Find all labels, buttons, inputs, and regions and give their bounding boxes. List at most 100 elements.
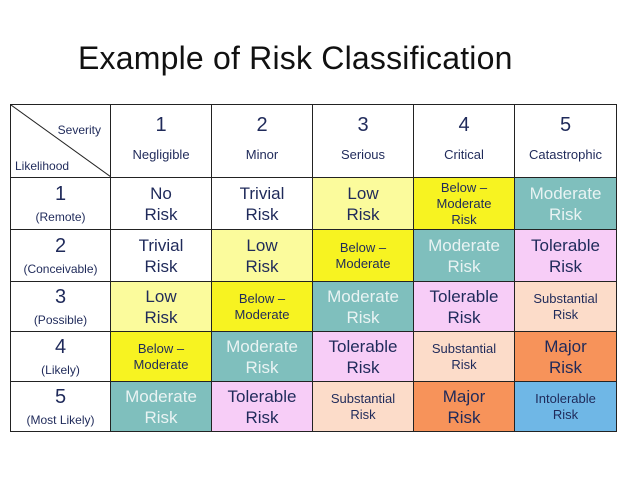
risk-label-line: Below – <box>440 179 488 195</box>
column-number: 3 <box>357 114 369 136</box>
risk-cell: Low Risk <box>312 177 414 230</box>
row-name: (Most Likely) <box>26 413 95 427</box>
risk-cell: Tolerable Risk <box>514 229 617 282</box>
risk-cell: Substantial Risk <box>514 281 617 332</box>
risk-cell: Moderate Risk <box>312 281 414 332</box>
risk-cell: Major Risk <box>413 381 515 432</box>
column-name: Serious <box>340 147 386 162</box>
risk-label-line: Moderate <box>327 286 399 306</box>
risk-cell: Below – Moderate <box>211 281 313 332</box>
column-number: 5 <box>559 114 572 136</box>
risk-label-line: Low <box>246 235 278 255</box>
risk-label-line: Moderate <box>529 183 602 203</box>
table-row: 4 (Likely) Below – Moderate Moderate Risk Tole… <box>10 331 617 382</box>
risk-label-line: Tolerable <box>429 286 499 306</box>
risk-cell: Trivial Risk <box>110 229 212 282</box>
risk-label-line: Trivial <box>239 183 285 203</box>
row-number: 3 <box>54 286 67 308</box>
risk-label-line: Tolerable <box>328 336 398 356</box>
risk-label-line: Low <box>145 286 177 306</box>
risk-label-line: Moderate <box>226 336 298 356</box>
row-name: (Possible) <box>33 313 88 327</box>
row-name: (Conceivable) <box>23 262 98 276</box>
column-name: Catastrophic <box>529 147 602 162</box>
column-header-3: 3 Serious <box>312 104 414 178</box>
risk-label-line: Risk <box>451 211 477 227</box>
risk-cell: Intolerable Risk <box>514 381 617 432</box>
column-number: 1 <box>155 114 167 136</box>
risk-label-line: Risk <box>451 356 477 372</box>
corner-cell: Severity Likelihood <box>10 104 111 178</box>
risk-matrix-table: Severity Likelihood 1 Negligible 2 Minor… <box>10 104 617 432</box>
row-header: 4 (Likely) <box>10 331 111 382</box>
risk-label-line: Trivial <box>138 235 184 255</box>
risk-label-line: Risk <box>346 357 380 377</box>
risk-cell: No Risk <box>110 177 212 230</box>
risk-label-line: Tolerable <box>227 386 297 406</box>
risk-cell: Low Risk <box>211 229 313 282</box>
risk-label-line: No <box>150 183 172 203</box>
risk-cell: Substantial Risk <box>413 331 515 382</box>
risk-label-line: Substantial <box>533 290 598 306</box>
risk-cell: Below – Moderate <box>110 331 212 382</box>
risk-label-line: Intolerable <box>535 390 596 406</box>
risk-label-line: Risk <box>552 406 579 422</box>
diagonal-divider <box>11 105 110 177</box>
row-number: 4 <box>54 336 67 358</box>
column-name: Negligible <box>132 147 190 162</box>
severity-label: Severity <box>57 123 101 137</box>
risk-label-line: Substantial <box>431 340 497 356</box>
risk-cell: Major Risk <box>514 331 617 382</box>
risk-label-line: Below – <box>137 340 185 356</box>
column-number: 2 <box>256 114 268 136</box>
risk-label-line: Below – <box>339 239 387 255</box>
risk-cell: Tolerable Risk <box>312 331 414 382</box>
risk-label-line: Major <box>544 336 587 356</box>
table-row: 1 (Remote) No Risk Trivial Risk Low Risk Below –… <box>10 177 617 230</box>
risk-label-line: Moderate <box>125 386 197 406</box>
row-header: 1 (Remote) <box>10 177 111 230</box>
column-header-4: 4 Critical <box>413 104 515 178</box>
risk-label-line: Risk <box>144 204 178 224</box>
row-header: 3 (Possible) <box>10 281 111 332</box>
risk-label-line: Risk <box>447 307 481 327</box>
risk-label-line: Risk <box>245 407 279 427</box>
risk-label-line: Low <box>347 183 379 203</box>
risk-cell: Moderate Risk <box>514 177 617 230</box>
risk-label-line: Risk <box>245 357 279 377</box>
table-row: 5 (Most Likely) Moderate Risk Tolerable Risk S… <box>10 381 617 432</box>
risk-cell: Substantial Risk <box>312 381 414 432</box>
column-header-2: 2 Minor <box>211 104 313 178</box>
risk-cell: Tolerable Risk <box>211 381 313 432</box>
risk-cell: Low Risk <box>110 281 212 332</box>
likelihood-label: Likelihood <box>15 159 70 173</box>
row-name: (Likely) <box>41 363 80 377</box>
row-number: 2 <box>54 235 67 257</box>
row-header: 2 (Conceivable) <box>10 229 111 282</box>
row-header: 5 (Most Likely) <box>10 381 111 432</box>
risk-cell: Trivial Risk <box>211 177 313 230</box>
risk-label-line: Risk <box>447 407 481 427</box>
risk-label-line: Risk <box>346 204 380 224</box>
risk-label-line: Moderate <box>428 235 500 255</box>
risk-label-line: Risk <box>245 256 279 276</box>
page-title: Example of Risk Classification <box>78 40 513 76</box>
risk-label-line: Moderate <box>133 356 189 372</box>
risk-label-line: Risk <box>350 406 376 422</box>
risk-label-line: Moderate <box>335 255 391 271</box>
risk-label-line: Substantial <box>330 390 396 406</box>
risk-cell: Tolerable Risk <box>413 281 515 332</box>
risk-cell: Below – Moderate Risk <box>413 177 515 230</box>
risk-cell: Below – Moderate <box>312 229 414 282</box>
risk-label-line: Risk <box>245 204 279 224</box>
risk-label-line: Risk <box>548 256 583 276</box>
column-name: Critical <box>444 147 484 162</box>
risk-cell: Moderate Risk <box>110 381 212 432</box>
column-header-5: 5 Catastrophic <box>514 104 617 178</box>
risk-label-line: Risk <box>447 256 481 276</box>
table-row: 3 (Possible) Low Risk Below – Moderate Moderat… <box>10 281 617 332</box>
row-number: 5 <box>54 386 67 408</box>
row-name: (Remote) <box>35 210 86 224</box>
risk-label-line: Risk <box>552 306 579 322</box>
column-header-1: 1 Negligible <box>110 104 212 178</box>
